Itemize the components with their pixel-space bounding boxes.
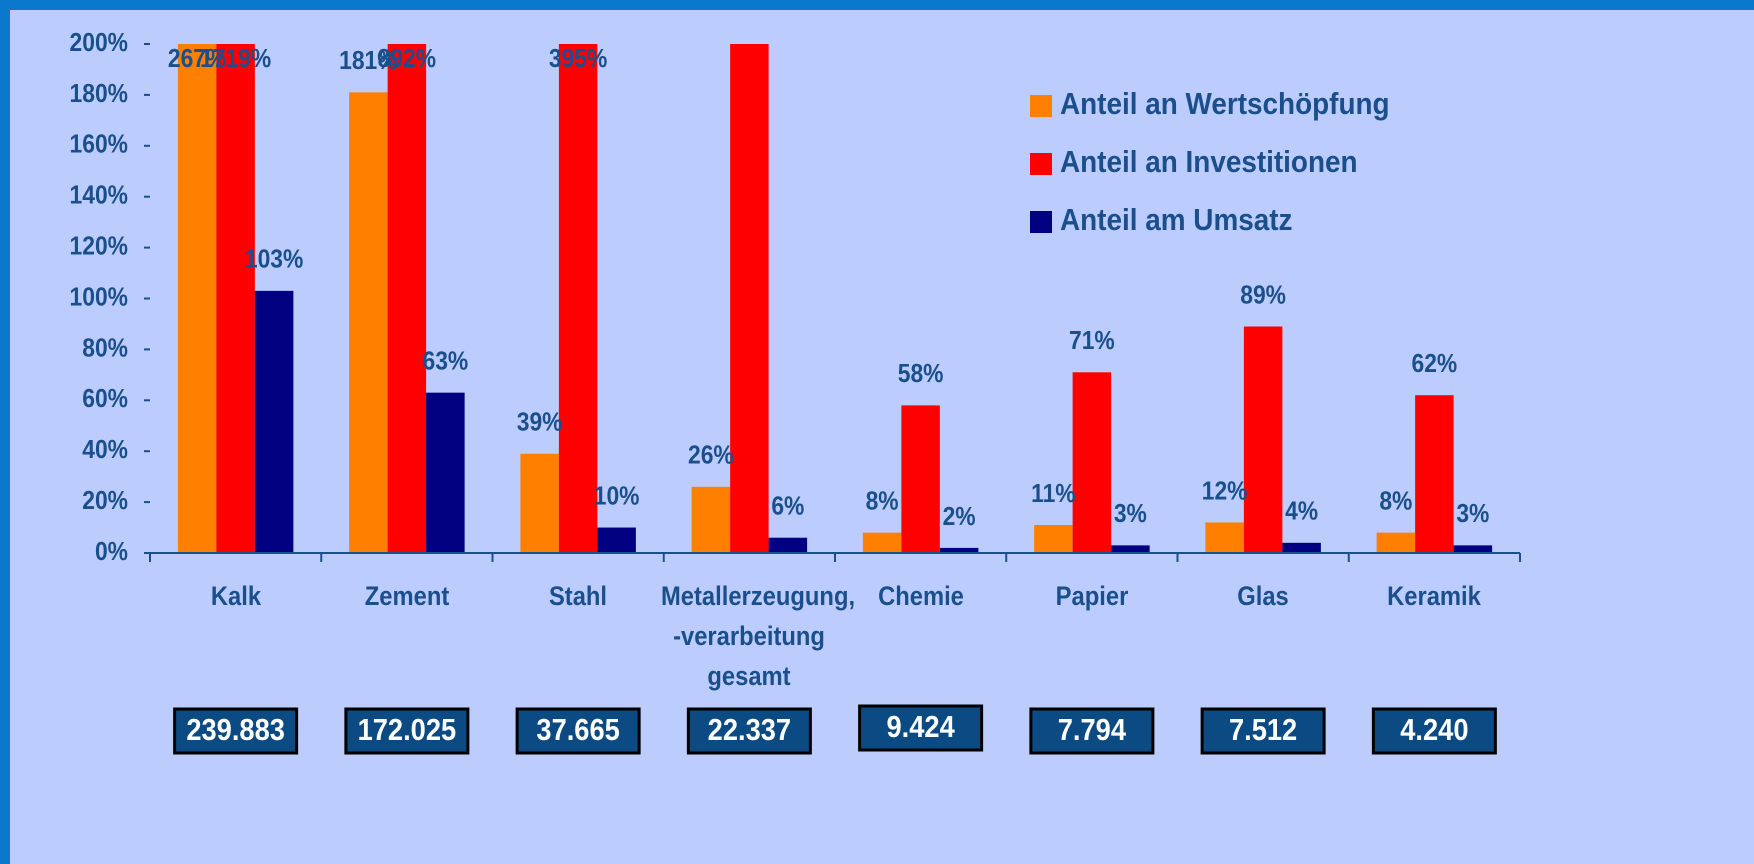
box	[686, 707, 812, 755]
data-label: 181%	[339, 47, 398, 76]
box	[1200, 707, 1326, 755]
box	[1371, 707, 1497, 755]
data-label: 8%	[866, 487, 899, 516]
x-tick-label: Keramik	[1387, 581, 1482, 611]
data-label: 3%	[1114, 500, 1147, 529]
bar	[1415, 395, 1454, 553]
bar	[177, 44, 217, 554]
bar	[1376, 532, 1416, 553]
box-label: 4.240	[1400, 714, 1468, 748]
legend-label: Anteil an Wertschöpfung	[1060, 87, 1390, 122]
box-label: 22.337	[708, 714, 791, 748]
data-label: 89%	[1240, 281, 1286, 310]
data-label: 10%	[594, 482, 640, 511]
bar	[1205, 522, 1244, 553]
data-label: 26%	[688, 441, 734, 470]
box	[1029, 707, 1155, 755]
data-label: 3%	[1456, 500, 1489, 529]
data-label: 4%	[1285, 497, 1318, 526]
x-tick-label: Metallerzeugung, -verarbeitung gesamt	[661, 581, 856, 691]
legend-swatch	[1030, 153, 1052, 175]
y-tick-label: 180%	[70, 79, 129, 108]
data-label: 71%	[1069, 327, 1115, 356]
data-label: 395%	[549, 45, 608, 74]
bar	[1243, 326, 1283, 553]
box	[173, 707, 299, 755]
bar	[691, 486, 731, 553]
data-label: 63%	[422, 347, 468, 376]
data-label: 892%	[378, 45, 437, 74]
bar	[768, 537, 808, 553]
data-label: 6%	[771, 492, 804, 521]
bar	[349, 92, 388, 553]
bar	[1111, 545, 1150, 553]
legend-swatch	[1030, 95, 1052, 117]
box-label: 37.665	[536, 714, 619, 748]
bar	[1282, 542, 1321, 553]
slide: 0% 20% 40% 60% 80% 100% 120% 140% 160% 180% 200% 26…	[10, 10, 1754, 864]
bar	[597, 527, 636, 553]
bar	[862, 532, 902, 553]
x-tick-label: Stahl	[549, 581, 608, 611]
bar	[730, 44, 769, 553]
data-label: 11%	[1031, 480, 1076, 509]
y-tick-label: 200%	[70, 29, 129, 58]
legend-label: Anteil an Investitionen	[1060, 145, 1358, 180]
y-tick-label: 20%	[82, 487, 128, 516]
x-tick-label: Zement	[364, 581, 450, 611]
data-label: 2%	[943, 502, 976, 531]
bar	[939, 547, 979, 553]
bar	[426, 392, 465, 553]
x-tick-label: Chemie	[877, 581, 964, 611]
legend-label: Anteil am Umsatz	[1060, 203, 1293, 238]
x-tick-label: Kalk	[210, 581, 261, 611]
y-tick-label: 120%	[70, 232, 129, 261]
y-tick-label: 80%	[82, 334, 128, 363]
box-label: 9.424	[887, 711, 956, 745]
box	[515, 707, 641, 755]
bar	[387, 44, 427, 553]
chart: 0% 20% 40% 60% 80% 100% 120% 140% 160% 180% 200% 26…	[70, 29, 1521, 755]
bar	[1072, 372, 1112, 553]
y-tick-label: 160%	[70, 130, 129, 159]
bar	[558, 44, 598, 554]
y-tick-label: 40%	[82, 436, 128, 465]
y-tick-label: 60%	[82, 385, 128, 414]
x-tick-label: Papier	[1055, 581, 1129, 611]
data-label: 8%	[1379, 487, 1412, 516]
bar	[254, 290, 294, 553]
data-label: 58%	[898, 360, 944, 389]
y-tick-label: 140%	[70, 181, 129, 210]
box-label: 7.794	[1058, 714, 1127, 748]
bar	[901, 405, 940, 553]
box	[858, 704, 984, 752]
bar	[520, 453, 559, 553]
y-tick-label: 0%	[95, 538, 128, 567]
data-label: 103%	[245, 245, 304, 274]
x-tick-label: Glas	[1237, 581, 1289, 611]
bar	[1453, 545, 1493, 553]
data-label: 12%	[1202, 477, 1248, 506]
box-label: 172.025	[358, 714, 457, 748]
data-label: 39%	[517, 408, 563, 437]
box-label: 7.512	[1229, 714, 1297, 748]
y-tick-label: 100%	[70, 283, 129, 312]
box	[344, 707, 470, 755]
data-label: 1719%	[200, 45, 271, 74]
bar	[216, 44, 255, 553]
box-label: 239.883	[186, 714, 285, 748]
data-label: 62%	[1411, 350, 1457, 379]
bar	[1034, 525, 1073, 553]
data-label: 267%	[168, 45, 227, 74]
bars	[177, 44, 1493, 554]
legend-swatch	[1030, 211, 1052, 233]
